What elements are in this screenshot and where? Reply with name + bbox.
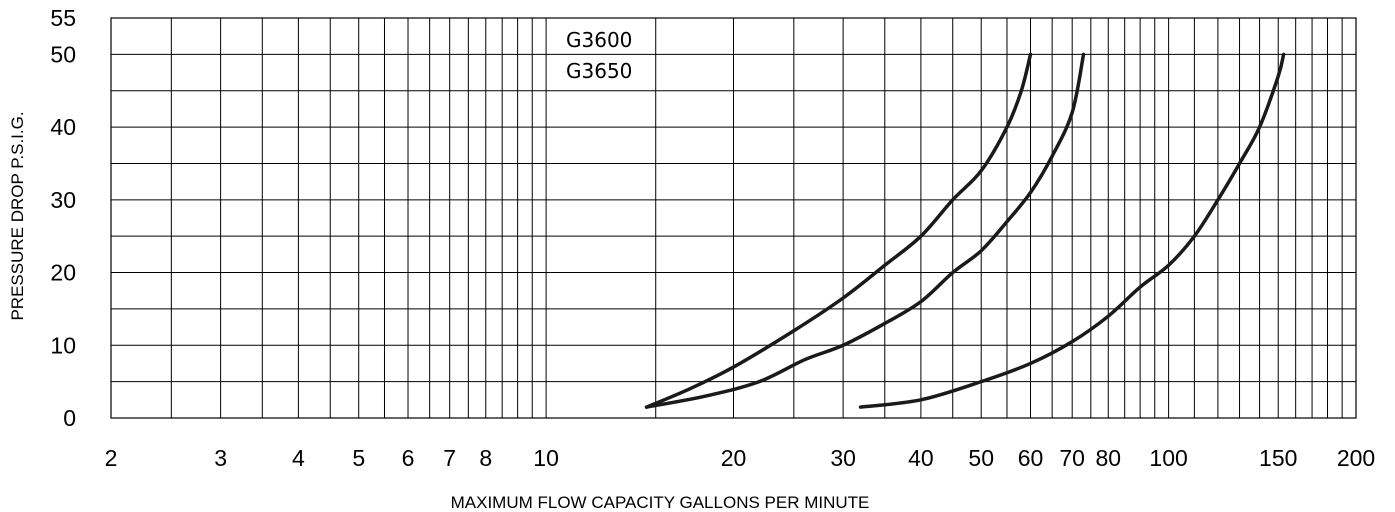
x-tick-label: 8 [479, 445, 492, 471]
x-tick-label: 80 [1095, 445, 1121, 471]
model-label-g3600: G3600 [566, 28, 632, 52]
y-axis-title: PRESSURE DROP P.S.I.G. [8, 111, 27, 320]
series-line-3 [858, 52, 1286, 409]
x-tick-label: 7 [443, 445, 456, 471]
x-tick-label: 2 [105, 445, 118, 471]
x-axis-title: MAXIMUM FLOW CAPACITY GALLONS PER MINUTE [451, 493, 870, 512]
y-tick-label: 50 [50, 41, 76, 67]
x-tick-label: 60 [1018, 445, 1044, 471]
x-tick-label: 20 [721, 445, 747, 471]
x-tick-label: 6 [402, 445, 415, 471]
x-tick-label: 50 [968, 445, 994, 471]
model-label-g3650: G3650 [566, 59, 632, 83]
plot-frame [110, 17, 1357, 419]
x-tick-label: 40 [908, 445, 934, 471]
x-tick-label: 3 [214, 445, 227, 471]
series-line-2 [644, 52, 1086, 409]
y-tick-label: 30 [50, 187, 76, 213]
y-tick-label: 0 [63, 405, 76, 431]
x-tick-label: 150 [1259, 445, 1297, 471]
x-tick-label: 5 [352, 445, 365, 471]
x-tick-label: 200 [1337, 445, 1375, 471]
x-tick-label: 70 [1059, 445, 1085, 471]
x-tick-label: 10 [533, 445, 559, 471]
tick-labels: 2 3 4 5 6 7 8 10 20 30 40 50 60 70 80 100 150 200 0 10 20 30 4… [50, 5, 1375, 471]
grid [110, 17, 1357, 419]
y-tick-label: 20 [50, 260, 76, 286]
y-tick-label: 55 [50, 5, 76, 31]
series-line-1 [644, 52, 1033, 409]
y-tick-label: 40 [50, 114, 76, 140]
x-tick-label: 4 [292, 445, 305, 471]
x-tick-label: 100 [1149, 445, 1187, 471]
x-tick-label: 30 [830, 445, 856, 471]
y-tick-label: 10 [50, 332, 76, 358]
series-group [644, 52, 1286, 409]
